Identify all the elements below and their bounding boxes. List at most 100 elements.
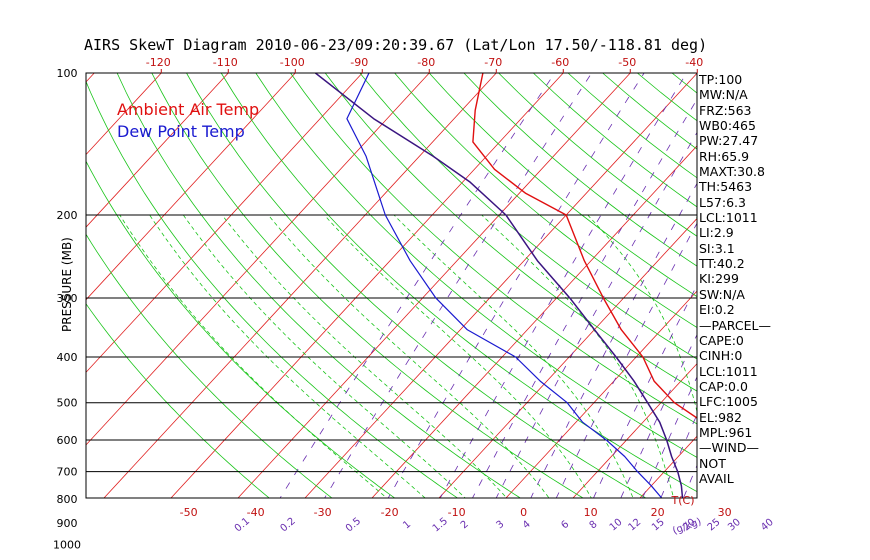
moist-adiabat-line <box>182 214 466 498</box>
mixing-ratio-label: 1 <box>401 519 413 532</box>
dry-adiabat-line <box>255 73 697 458</box>
moist-adiabat-line <box>324 214 592 498</box>
isotherm-line <box>572 363 697 498</box>
mixing-ratio-label: 10 <box>608 517 625 534</box>
dry-adiabat-line <box>324 73 697 392</box>
pressure-tick-label: 400 <box>57 351 78 364</box>
dry-adiabat-line <box>776 73 870 557</box>
moist-adiabat-line <box>267 214 550 498</box>
moist-adiabat-line <box>782 215 791 557</box>
isotherm-line <box>170 73 564 498</box>
isotherm-line <box>371 145 697 498</box>
mixing-ratio-label: 40 <box>759 517 776 534</box>
isotherm-line <box>86 73 430 446</box>
stat-line: NOT <box>699 455 726 471</box>
moist-adiabat-line <box>119 214 388 498</box>
mixing-ratio-label: 3 <box>495 519 507 532</box>
bottom-temp-tick-label: 30 <box>718 506 732 519</box>
dry-adiabat-line <box>86 233 333 498</box>
top-temp-tick-label: -70 <box>484 56 502 69</box>
stat-line: TH:5463 <box>699 179 753 195</box>
dry-adiabat-line <box>220 73 697 493</box>
series-dew-point-temp <box>346 73 663 498</box>
dry-adiabat-line <box>290 73 697 425</box>
mixing-ratio-line <box>555 222 697 498</box>
mixing-ratio-label: 0.5 <box>344 516 363 535</box>
bottom-temp-tick-label: -50 <box>180 506 198 519</box>
stat-line: EL:982 <box>699 409 742 425</box>
mixing-ratio-label: 4 <box>521 519 533 532</box>
chart-title: AIRS SkewT Diagram 2010-06-23/09:20:39.6… <box>84 36 708 54</box>
pressure-tick-label: 800 <box>57 493 78 506</box>
pressure-tick-label: 500 <box>57 397 78 410</box>
mixing-ratio-line <box>769 73 870 557</box>
mixing-ratio-label: 2 <box>459 519 471 532</box>
stat-line: MPL:961 <box>699 424 753 440</box>
top-temp-tick-label: -60 <box>551 56 569 69</box>
bottom-temp-tick-label: -30 <box>314 506 332 519</box>
isotherm-line <box>505 290 697 498</box>
y-axis-label: PRESSURE (MB) <box>60 237 74 332</box>
mixing-ratio-label: 6 <box>559 519 571 532</box>
top-temp-tick-label: -50 <box>618 56 636 69</box>
dry-adiabat-line <box>86 80 459 498</box>
pressure-tick-label: 300 <box>57 292 78 305</box>
isotherm-line <box>787 73 870 557</box>
pressure-tick-label: 600 <box>57 434 78 447</box>
stat-line: CINH:0 <box>699 348 743 364</box>
stat-line: EI:0.2 <box>699 302 735 318</box>
dry-adiabat-line <box>359 73 697 360</box>
legend-dew-point-temp: Dew Point Temp <box>117 122 245 141</box>
isotherm-line <box>103 73 497 498</box>
stat-line: LCL:1011 <box>699 210 758 226</box>
top-temp-tick-label: -120 <box>146 56 171 69</box>
series-parcel <box>314 73 684 498</box>
bottom-temp-tick-label: -10 <box>448 506 466 519</box>
isotherm-line <box>86 73 95 83</box>
mixing-ratio-line <box>593 284 697 498</box>
moist-adiabat-line <box>149 214 426 498</box>
stat-line: —WIND— <box>699 440 760 456</box>
stat-line: RH:65.9 <box>699 148 750 164</box>
bottom-temp-tick-label: -40 <box>247 506 265 519</box>
series-ambient-air-temp <box>472 73 697 419</box>
dry-adiabat-line <box>394 73 697 329</box>
stat-line: SI:3.1 <box>699 240 735 256</box>
mixing-ratio-label: 30 <box>726 517 743 534</box>
isotherm-line <box>304 73 697 498</box>
stat-line: KI:299 <box>699 271 739 287</box>
pressure-tick-label: 100 <box>57 67 78 80</box>
stat-line: PW:27.47 <box>699 133 759 149</box>
pressure-tick-label: 900 <box>57 517 78 530</box>
isotherm-line <box>86 73 363 373</box>
moist-adiabat-line <box>393 214 634 498</box>
isotherm-line <box>854 73 870 557</box>
mixing-ratio-line <box>279 73 556 498</box>
dry-adiabat-line <box>86 160 396 498</box>
top-temp-tick-label: -90 <box>350 56 368 69</box>
stat-line: FRZ:563 <box>699 102 752 118</box>
stat-line: MW:N/A <box>699 87 748 103</box>
mixing-ratio-line <box>530 182 697 498</box>
dry-adiabat-line <box>151 73 584 498</box>
top-temp-tick-label: -80 <box>417 56 435 69</box>
dry-adiabat-line <box>463 73 697 267</box>
stat-line: MAXT:30.8 <box>699 164 765 180</box>
stat-line: CAP:0.0 <box>699 378 748 394</box>
mixing-ratio-line <box>642 375 697 498</box>
bottom-temp-tick-label: 10 <box>584 506 598 519</box>
top-temp-tick-label: -40 <box>685 56 703 69</box>
mixing-ratio-label: 0.2 <box>279 516 298 535</box>
mixing-ratio-line <box>495 131 697 498</box>
bottom-temp-tick-label: 0 <box>520 506 527 519</box>
stat-line: WB0:465 <box>699 118 756 134</box>
legend-ambient-air-temp: Ambient Air Temp <box>117 100 260 119</box>
pressure-tick-label: 700 <box>57 466 78 479</box>
stat-line: —PARCEL— <box>699 317 771 333</box>
isotherm-line <box>86 73 162 156</box>
isotherm-line <box>0 73 27 557</box>
isotherm-line <box>438 217 697 498</box>
top-temp-tick-label: -100 <box>280 56 305 69</box>
bottom-temp-unit: T(C) <box>671 494 695 507</box>
